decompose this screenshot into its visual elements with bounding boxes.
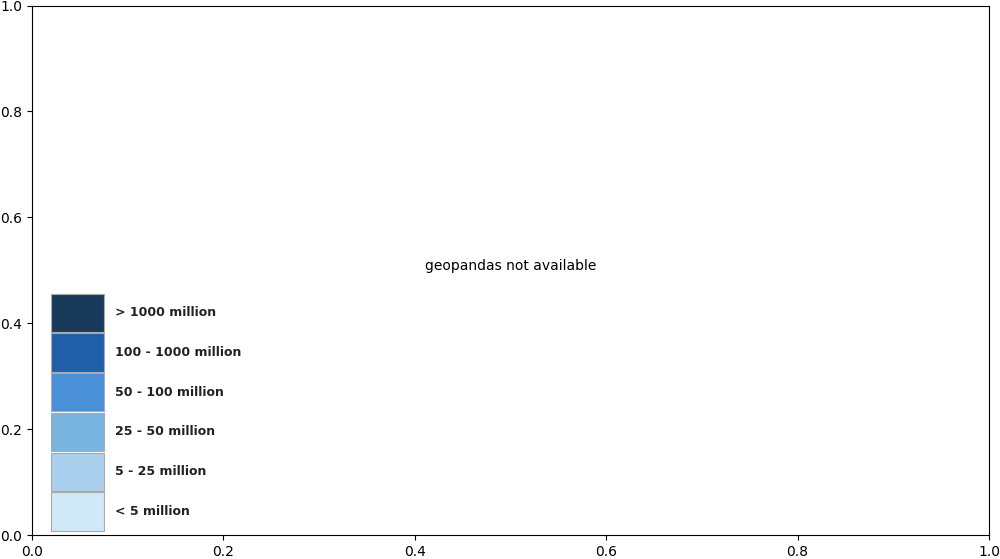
Text: 50 - 100 million: 50 - 100 million bbox=[115, 386, 224, 399]
FancyBboxPatch shape bbox=[51, 453, 104, 491]
Text: 25 - 50 million: 25 - 50 million bbox=[115, 425, 215, 438]
Text: geopandas not available: geopandas not available bbox=[425, 259, 596, 273]
Text: 100 - 1000 million: 100 - 1000 million bbox=[115, 346, 241, 359]
Text: < 5 million: < 5 million bbox=[115, 505, 190, 518]
Text: > 1000 million: > 1000 million bbox=[115, 306, 216, 319]
FancyBboxPatch shape bbox=[51, 293, 104, 332]
FancyBboxPatch shape bbox=[51, 413, 104, 451]
FancyBboxPatch shape bbox=[51, 333, 104, 372]
FancyBboxPatch shape bbox=[51, 373, 104, 411]
FancyBboxPatch shape bbox=[51, 492, 104, 530]
Text: 5 - 25 million: 5 - 25 million bbox=[115, 465, 206, 478]
